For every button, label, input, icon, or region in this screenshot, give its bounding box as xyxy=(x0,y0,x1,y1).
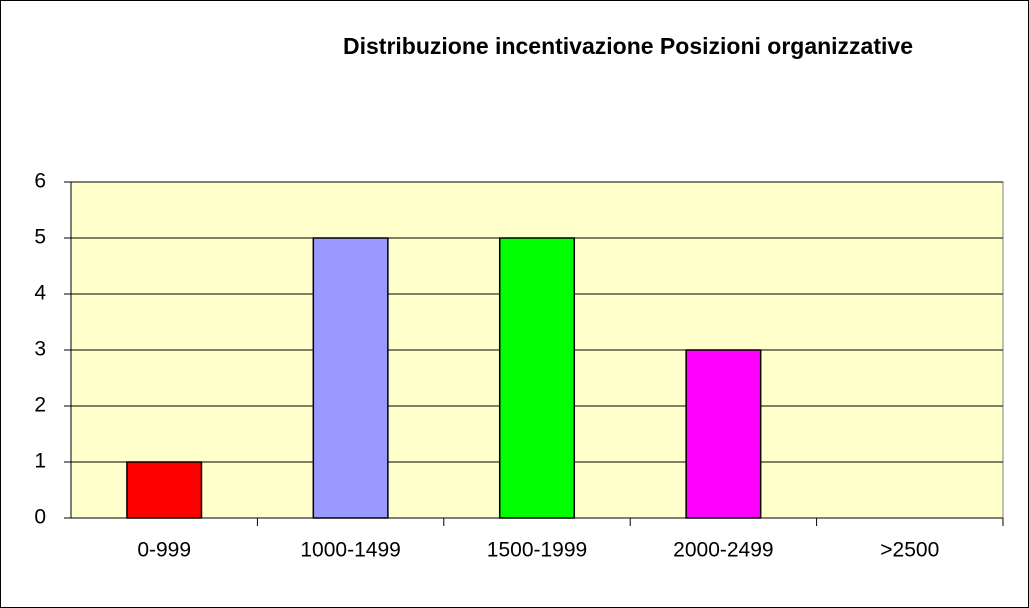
y-tick-label: 3 xyxy=(34,338,46,361)
y-tick-label: 1 xyxy=(34,450,46,473)
x-tick-label: 2000-2499 xyxy=(673,539,773,562)
x-tick-label: 0-999 xyxy=(137,539,191,562)
x-tick-label: 1000-1499 xyxy=(300,539,400,562)
bar xyxy=(312,237,389,519)
bar xyxy=(126,461,203,519)
x-tick-label: 1500-1999 xyxy=(487,539,587,562)
y-tick-label: 2 xyxy=(34,394,46,417)
y-tick-label: 4 xyxy=(34,282,46,305)
bar xyxy=(685,349,762,519)
y-tick-label: 0 xyxy=(34,506,46,529)
y-tick-label: 6 xyxy=(34,170,46,193)
bar xyxy=(498,237,576,519)
x-tick-label: >2500 xyxy=(880,539,939,562)
chart-title: Distribuzione incentivazione Posizioni o… xyxy=(343,33,913,59)
y-tick-label: 5 xyxy=(34,226,46,249)
